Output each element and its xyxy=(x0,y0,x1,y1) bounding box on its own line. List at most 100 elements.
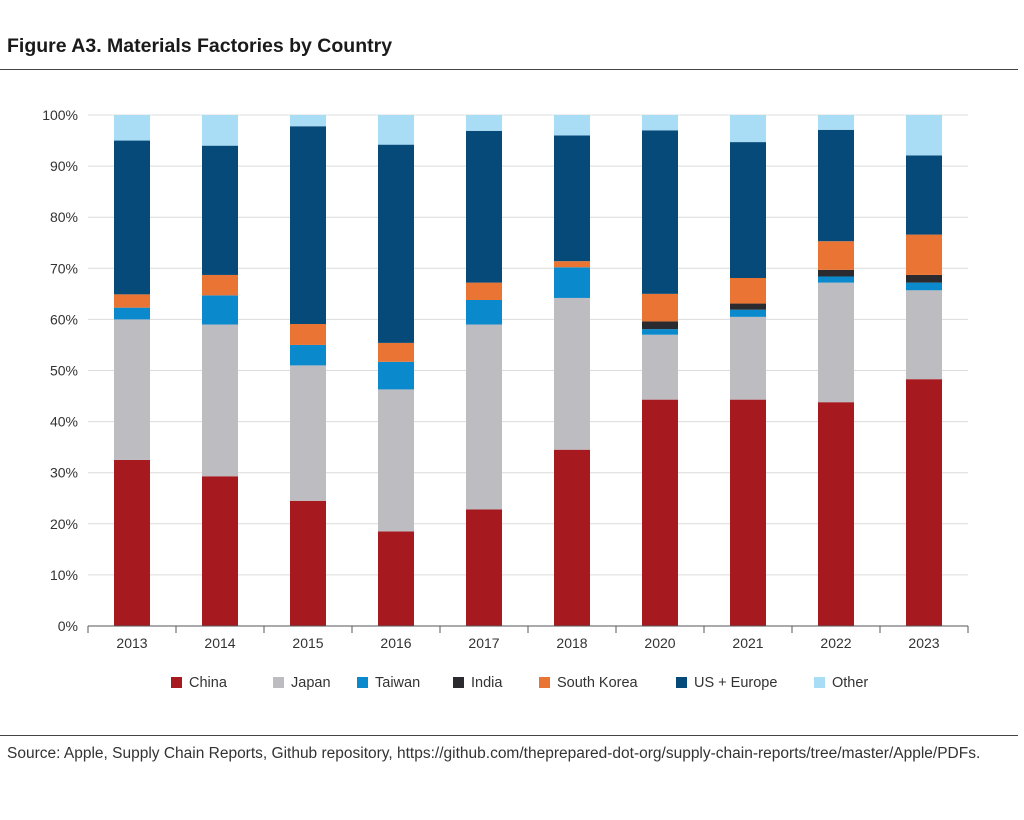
bar-segment-us-europe xyxy=(378,144,414,343)
bar-segment-south-korea xyxy=(290,323,326,345)
bar-segment-us-europe xyxy=(906,155,942,235)
y-tick-label: 20% xyxy=(50,516,78,532)
bar-segment-taiwan xyxy=(202,295,238,325)
y-tick-label: 10% xyxy=(50,567,78,583)
bar-segment-taiwan xyxy=(466,299,502,325)
bar-segment-japan xyxy=(642,334,678,400)
legend-swatch xyxy=(814,677,825,688)
bar-segment-india xyxy=(818,269,854,277)
bar-segment-china xyxy=(202,476,238,626)
bar-segment-us-europe xyxy=(642,130,678,294)
bar-segment-south-korea xyxy=(202,274,238,296)
bar-segment-south-korea xyxy=(114,294,150,308)
x-tick-label: 2021 xyxy=(732,635,763,651)
bar-segment-other xyxy=(642,115,678,131)
bar-segment-taiwan xyxy=(378,361,414,390)
legend-swatch xyxy=(676,677,687,688)
bar-segment-south-korea xyxy=(554,261,590,268)
bar-segment-other xyxy=(290,115,326,127)
bar-segment-japan xyxy=(554,297,590,450)
bar-segment-japan xyxy=(730,316,766,400)
bar-segment-us-europe xyxy=(554,135,590,262)
bar-segment-south-korea xyxy=(730,278,766,304)
bar-segment-taiwan xyxy=(290,344,326,366)
bar-segment-other xyxy=(554,115,590,136)
x-tick-label: 2014 xyxy=(204,635,235,651)
legend-label: Taiwan xyxy=(375,675,420,691)
bar-segment-china xyxy=(290,500,326,626)
y-tick-label: 80% xyxy=(50,209,78,225)
bar-segment-other xyxy=(114,115,150,141)
x-tick-label: 2022 xyxy=(820,635,851,651)
legend-swatch xyxy=(539,677,550,688)
bar-segment-other xyxy=(466,115,502,131)
legend-label: Other xyxy=(832,675,868,691)
legend-swatch xyxy=(453,677,464,688)
bar-segment-south-korea xyxy=(818,241,854,270)
bar-segment-india xyxy=(642,321,678,330)
legend-label: South Korea xyxy=(557,675,639,691)
bar-segment-china xyxy=(554,449,590,626)
x-tick-label: 2020 xyxy=(644,635,675,651)
bar-segment-us-europe xyxy=(466,130,502,283)
legend: China Japan Taiwan India South Korea US + Eur… xyxy=(171,675,868,691)
bar-segment-south-korea xyxy=(466,282,502,300)
bar-segment-us-europe xyxy=(114,140,150,295)
legend-label: China xyxy=(189,675,228,691)
stacked-bar-chart: 0% 10% 20% 30% 40% 50% 60% 70% 80% 90% 100% 2013 201… xyxy=(42,107,969,691)
bar-segment-china xyxy=(818,402,854,626)
y-tick-label: 90% xyxy=(50,158,78,174)
bar-segment-japan xyxy=(290,365,326,501)
bar-segment-japan xyxy=(202,324,238,477)
bar-segment-china xyxy=(114,459,150,626)
bar-segment-taiwan xyxy=(554,267,590,298)
y-tick-label: 70% xyxy=(50,260,78,276)
bar-segment-south-korea xyxy=(642,293,678,322)
title-divider xyxy=(0,69,1018,70)
bar-segment-south-korea xyxy=(906,234,942,275)
y-tick-label: 30% xyxy=(50,465,78,481)
bar-segment-other xyxy=(202,115,238,146)
bar-segment-us-europe xyxy=(818,129,854,242)
legend-label: Japan xyxy=(291,675,331,691)
bar-segment-china xyxy=(466,509,502,626)
bar-segment-india xyxy=(906,274,942,283)
bar-segment-us-europe xyxy=(730,142,766,279)
bar-segment-india xyxy=(730,303,766,310)
bar-segment-japan xyxy=(378,389,414,532)
bar-segment-taiwan xyxy=(114,307,150,320)
x-tick-label: 2015 xyxy=(292,635,323,651)
legend-swatch xyxy=(357,677,368,688)
y-tick-label: 100% xyxy=(42,107,78,123)
bar-segment-other xyxy=(378,115,414,145)
x-tick-label: 2013 xyxy=(116,635,147,651)
legend-swatch xyxy=(171,677,182,688)
bar-segment-south-korea xyxy=(378,342,414,362)
bar-segment-taiwan xyxy=(906,282,942,291)
bar-segment-us-europe xyxy=(290,126,326,324)
x-tick-label: 2017 xyxy=(468,635,499,651)
legend-label: India xyxy=(471,675,503,691)
bar-segment-taiwan xyxy=(730,309,766,317)
x-tick-label: 2018 xyxy=(556,635,587,651)
bar-segment-china xyxy=(378,531,414,626)
y-tick-label: 0% xyxy=(58,618,78,634)
y-tick-label: 50% xyxy=(50,363,78,379)
bar-segment-japan xyxy=(818,282,854,403)
figure-title: Figure A3. Materials Factories by Countr… xyxy=(7,35,393,57)
bar-segment-taiwan xyxy=(642,329,678,335)
y-tick-label: 40% xyxy=(50,414,78,430)
bar-segment-japan xyxy=(906,290,942,380)
source-divider xyxy=(0,735,1018,736)
bar-segment-taiwan xyxy=(818,276,854,283)
bar-segment-other xyxy=(818,115,854,130)
bar-segment-other xyxy=(906,115,942,156)
source-note: Source: Apple, Supply Chain Reports, Git… xyxy=(7,745,981,762)
bar-segment-japan xyxy=(466,324,502,510)
bar-segment-china xyxy=(730,399,766,626)
bar-segment-us-europe xyxy=(202,145,238,275)
x-tick-label: 2016 xyxy=(380,635,411,651)
bar-segment-other xyxy=(730,115,766,143)
bar-segment-china xyxy=(642,399,678,626)
y-tick-label: 60% xyxy=(50,311,78,327)
